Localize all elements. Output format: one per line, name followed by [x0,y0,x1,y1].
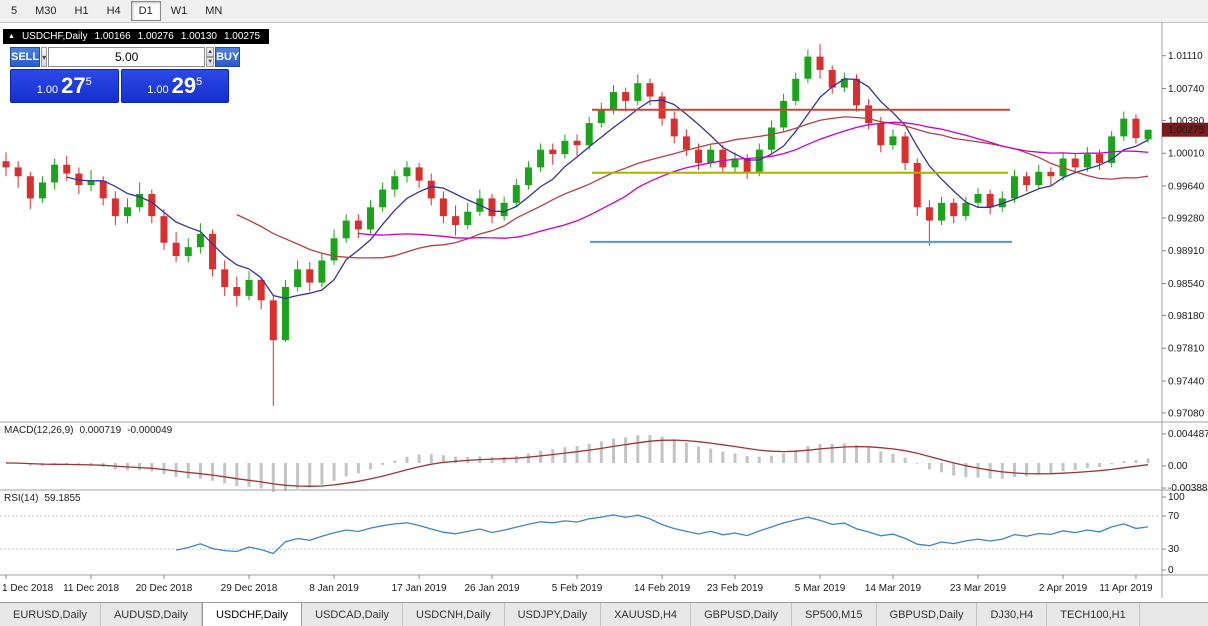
volume-input[interactable] [48,47,206,67]
ma-line-20 [236,116,1149,259]
macd-title: MACD(12,26,9) [4,425,74,436]
svg-text:2 Apr 2019: 2 Apr 2019 [1039,583,1088,594]
svg-text:1.00010: 1.00010 [1168,149,1205,160]
buy-button[interactable]: BUY [215,47,241,67]
sell-price-point: 5 [85,76,92,88]
macd-signal-line [5,439,1149,487]
svg-text:5 Mar 2019: 5 Mar 2019 [795,583,846,594]
tab-usdcnh-daily[interactable]: USDCNH,Daily [403,603,505,626]
svg-text:1.00740: 1.00740 [1168,84,1205,95]
tab-gbpusd-daily[interactable]: GBPUSD,Daily [877,603,978,626]
sell-price-prefix: 1.00 [36,84,59,96]
svg-text:14 Mar 2019: 14 Mar 2019 [865,583,922,594]
svg-text:0.98180: 0.98180 [1168,311,1205,322]
svg-text:11 Apr 2019: 11 Apr 2019 [1099,583,1153,594]
sell-button[interactable]: SELL [10,47,41,67]
macd-signal-value: -0.000049 [127,425,173,436]
svg-text:0.97440: 0.97440 [1168,377,1205,388]
tab-eurusd-daily[interactable]: EURUSD,Daily [0,603,101,626]
macd-pane [4,435,1150,492]
svg-text:0.00: 0.00 [1168,461,1188,472]
svg-text:100: 100 [1168,492,1185,503]
svg-text:0.98910: 0.98910 [1168,246,1205,257]
volume-up-icon[interactable]: ▲ [206,47,215,57]
tab-dj30-h4[interactable]: DJ30,H4 [977,603,1048,626]
axes-layer: 1.01110 1.00740 1.00380 1.00010 0.99640 0.992… [0,22,1208,598]
volume-down-icon[interactable]: ▼ [206,57,215,67]
svg-text:0.99640: 0.99640 [1168,182,1205,193]
ohlc-low: 1.00130 [180,31,217,42]
ohlc-close: 1.00275 [223,31,261,42]
svg-text:17 Jan 2019: 17 Jan 2019 [392,583,447,594]
chart-up-arrow-icon: ▲ [8,33,15,40]
rsi-indicator-label: RSI(14) 59.1855 [4,493,81,504]
macd-indicator-label: MACD(12,26,9) 0.000719 -0.000049 [4,425,172,436]
main-price-pane [2,44,1152,406]
macd-value: 0.000719 [79,425,122,436]
svg-text:70: 70 [1168,511,1180,522]
buy-price-point: 5 [196,76,203,88]
rsi-pane [0,514,1160,555]
last-price-box [1162,122,1208,137]
svg-text:23 Mar 2019: 23 Mar 2019 [950,583,1007,594]
ohlc-high: 1.00276 [137,31,174,42]
ma-line-30 [358,121,1149,239]
sell-price-pips: 27 [61,73,86,98]
svg-text:5 Feb 2019: 5 Feb 2019 [552,583,603,594]
sell-price-box[interactable]: 1.00 27 5 [10,69,119,103]
chart-title-bar: ▲ USDCHF,Daily 1.00166 1.00276 1.00130 1… [3,29,270,44]
svg-text:23 Feb 2019: 23 Feb 2019 [707,583,764,594]
rsi-value: 59.1855 [44,493,81,504]
svg-text:1.01110: 1.01110 [1168,51,1203,62]
ohlc-open: 1.00166 [94,31,131,42]
svg-text:26 Jan 2019: 26 Jan 2019 [464,583,519,594]
one-click-trading-widget: SELL ▾ ▲ ▼ BUY 1.00 27 5 1.00 29 5 [10,47,241,103]
tab-xauusd-h4[interactable]: XAUUSD,H4 [601,603,692,626]
timeframe-toolbar: 5 M30 H1 H4 D1 W1 MN [0,0,1208,23]
tab-usdcad-daily[interactable]: USDCAD,Daily [302,603,404,626]
svg-text:1.00380: 1.00380 [1168,116,1205,127]
buy-price-pips: 29 [171,73,197,98]
chart-canvas[interactable]: 1.01110 1.00740 1.00380 1.00010 0.99640 0.992… [0,22,1208,603]
rsi-line [175,514,1149,555]
svg-text:-0.003883: -0.003883 [1168,483,1208,494]
timeframe-button-h1[interactable]: H1 [74,5,89,17]
svg-text:30: 30 [1168,544,1180,555]
volume-dropdown-button[interactable]: ▾ [41,47,48,67]
tab-audusd-daily[interactable]: AUDUSD,Daily [101,603,202,626]
svg-text:1 Dec 2018: 1 Dec 2018 [2,583,54,594]
tab-sp500-m15[interactable]: SP500,M15 [792,603,877,626]
timeframe-button-w1[interactable]: W1 [170,5,188,17]
ma-line-6 [66,78,1149,300]
svg-text:14 Feb 2019: 14 Feb 2019 [634,583,691,594]
timeframe-button-d1[interactable]: D1 [130,1,161,21]
buy-price-box[interactable]: 1.00 29 5 [120,69,229,103]
timeframe-button-m30[interactable]: M30 [35,5,57,17]
svg-text:29 Dec 2018: 29 Dec 2018 [221,583,278,594]
chart-symbol-label: USDCHF,Daily [21,31,88,42]
svg-text:0.97080: 0.97080 [1168,408,1205,419]
svg-text:0.004487: 0.004487 [1168,429,1208,440]
svg-text:20 Dec 2018: 20 Dec 2018 [136,583,193,594]
volume-stepper: ▲ ▼ [206,47,215,67]
svg-text:11 Dec 2018: 11 Dec 2018 [63,583,119,594]
buy-price-prefix: 1.00 [147,84,169,96]
tab-usdchf-daily[interactable]: USDCHF,Daily [201,603,303,626]
timeframe-button-mn[interactable]: MN [205,5,223,17]
svg-text:0.98540: 0.98540 [1168,279,1205,290]
last-price-value: 1.00275 [1168,125,1205,136]
tab-gbpusd-daily[interactable]: GBPUSD,Daily [691,603,793,626]
svg-text:0: 0 [1168,565,1174,576]
timeframe-button-h4[interactable]: H4 [106,5,121,17]
tab-tech100-h1[interactable]: TECH100,H1 [1047,603,1140,626]
svg-text:0.99280: 0.99280 [1168,213,1205,224]
timeframe-button-5[interactable]: 5 [11,5,18,17]
symbol-tab-bar: EURUSD,Daily AUDUSD,Daily USDCHF,Daily USDC… [0,602,1208,626]
rsi-title: RSI(14) [4,493,39,504]
tab-usdjpy-daily[interactable]: USDJPY,Daily [505,603,602,626]
svg-text:8 Jan 2019: 8 Jan 2019 [309,583,359,594]
svg-text:0.97810: 0.97810 [1168,344,1205,355]
